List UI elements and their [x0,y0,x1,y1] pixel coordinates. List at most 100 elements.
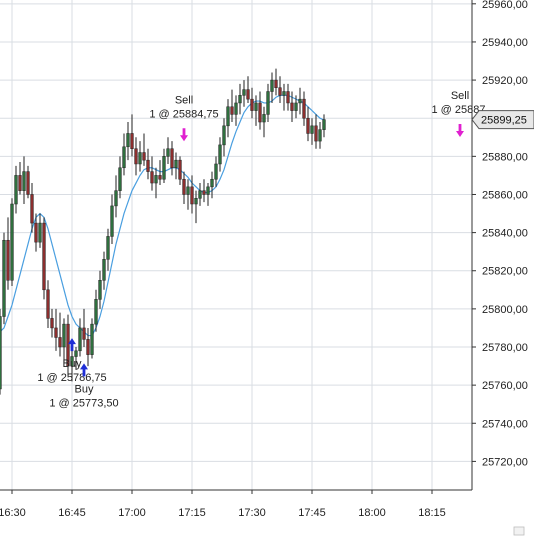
x-tick-label: 17:00 [118,507,146,519]
candle-body [50,318,54,329]
candle-body [26,171,30,195]
x-tick-label: 17:45 [298,507,326,519]
candle-body [234,102,238,115]
candle-body [146,159,150,172]
sell-arrow-icon [180,128,189,142]
candle-body [166,148,170,157]
candle-body [70,356,74,367]
candle-body [230,106,234,115]
y-tick-label: 25800,00 [482,304,528,316]
candle-body [86,339,90,355]
candle-body [270,79,274,92]
price-tag-label: 25899,25 [481,115,527,127]
candle-body [150,171,154,184]
candle-body [46,289,50,319]
candle-body [170,148,174,169]
scrollbar-thumb[interactable] [513,526,525,536]
candle-body [102,259,106,281]
candle-body [294,102,298,111]
last-price-tag: 25899,25 [471,110,534,536]
candle-body [258,102,262,123]
candle-body [322,119,326,130]
candle-body [218,144,222,165]
candle-body [134,148,138,165]
candle-body [246,89,250,100]
sell-label: Sell [175,94,193,106]
candle-body [6,239,10,281]
y-tick-label: 25920,00 [482,75,528,87]
candle-body [142,152,146,161]
y-tick-label: 25780,00 [482,342,528,354]
candle-body [62,323,66,348]
candle-body [310,125,314,134]
candle-body [210,178,214,188]
buy-fill-label: 1 @ 25773,50 [49,397,118,409]
candle-body [0,316,2,390]
x-tick-label: 16:30 [0,507,26,519]
buy-fill-label: 1 @ 25786,75 [37,372,106,384]
candle-body [178,159,182,180]
candle-body [38,222,42,243]
candle-body [278,87,282,96]
candle-body [214,163,218,180]
candle-body [66,323,70,367]
candle-body [202,190,206,195]
y-tick-label: 25860,00 [482,189,528,201]
y-tick-label: 25940,00 [482,37,528,49]
y-tick-label: 25760,00 [482,380,528,392]
candle-body [298,98,302,104]
candle-body [182,178,186,195]
candle-body [198,190,202,199]
x-tick-label: 17:30 [238,507,266,519]
candle-body [250,98,254,111]
x-tick-label: 16:45 [58,507,86,519]
candle-body [78,327,82,352]
candle-body [74,350,78,357]
candle-body [286,91,290,104]
candle-body [206,186,210,195]
candle-body [42,222,46,291]
candle-body [314,125,318,142]
price-tag-box [471,110,534,130]
sell-arrow-icon [456,123,464,137]
candle-body [186,186,190,195]
candle-body [114,190,118,207]
buy-label: Buy [63,358,82,370]
candle-body [194,198,198,205]
candle-body [282,91,286,96]
candle-body [262,114,266,123]
axes [0,0,473,491]
candle-body [318,129,322,142]
x-axis-labels: 16:30 16:45 17:00 17:15 17:30 17:45 18:00 18:15 [0,490,446,519]
buy-label: Buy [75,383,94,395]
candle-body [158,175,162,180]
candle-body [226,106,230,127]
candle-body [138,152,142,165]
y-tick-label: 25880,00 [482,151,528,163]
candle-body [130,133,134,149]
candle-body [190,186,194,205]
candle-body [154,175,158,184]
x-tick-label: 18:00 [358,507,386,519]
candle-body [10,203,14,281]
candle-body [14,175,18,205]
x-tick-label: 18:15 [418,507,446,519]
candle-body [126,133,130,148]
candle-body [290,102,294,111]
candle-body [302,98,306,119]
candle-body [22,171,26,191]
y-tick-label: 25960,00 [482,0,528,11]
candle-body [82,327,86,340]
candle-body [34,222,38,243]
candle-body [110,205,114,237]
buy-arrow-icon [68,338,76,352]
candle-body [94,299,98,325]
candle-body [98,280,102,300]
buy-arrow-icon [80,363,88,377]
candle-body [58,337,62,348]
candle-body [90,323,94,355]
candle-body [106,236,110,260]
sell-fill-label: 1 @ 25884,75 [149,108,218,120]
